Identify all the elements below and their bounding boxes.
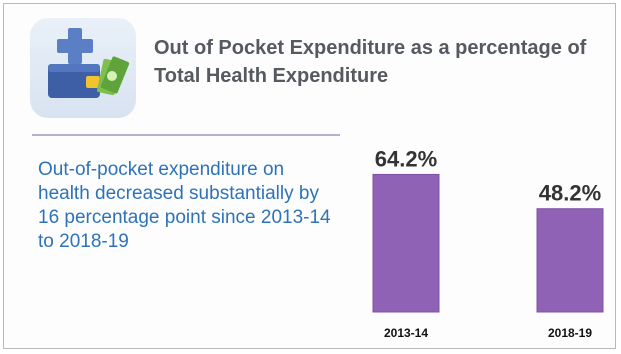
category-label-2013-14: 2013-14	[384, 326, 428, 340]
bar-2013-14	[372, 173, 440, 313]
infographic-panel: Out of Pocket Expenditure as a percentag…	[3, 3, 616, 349]
description-text: Out-of-pocket expenditure on health decr…	[38, 159, 331, 252]
infographic-title: Out of Pocket Expenditure as a percentag…	[154, 37, 587, 87]
health-finance-icon	[30, 18, 136, 118]
value-label-2018-19: 48.2%	[539, 181, 601, 206]
value-label-2013-14: 64.2%	[375, 146, 437, 171]
bar-2018-19	[536, 208, 604, 313]
category-label-2018-19: 2018-19	[548, 326, 592, 340]
bar-chart: 64.2% 2013-14 48.2% 2018-19	[372, 146, 604, 340]
divider	[32, 134, 340, 136]
